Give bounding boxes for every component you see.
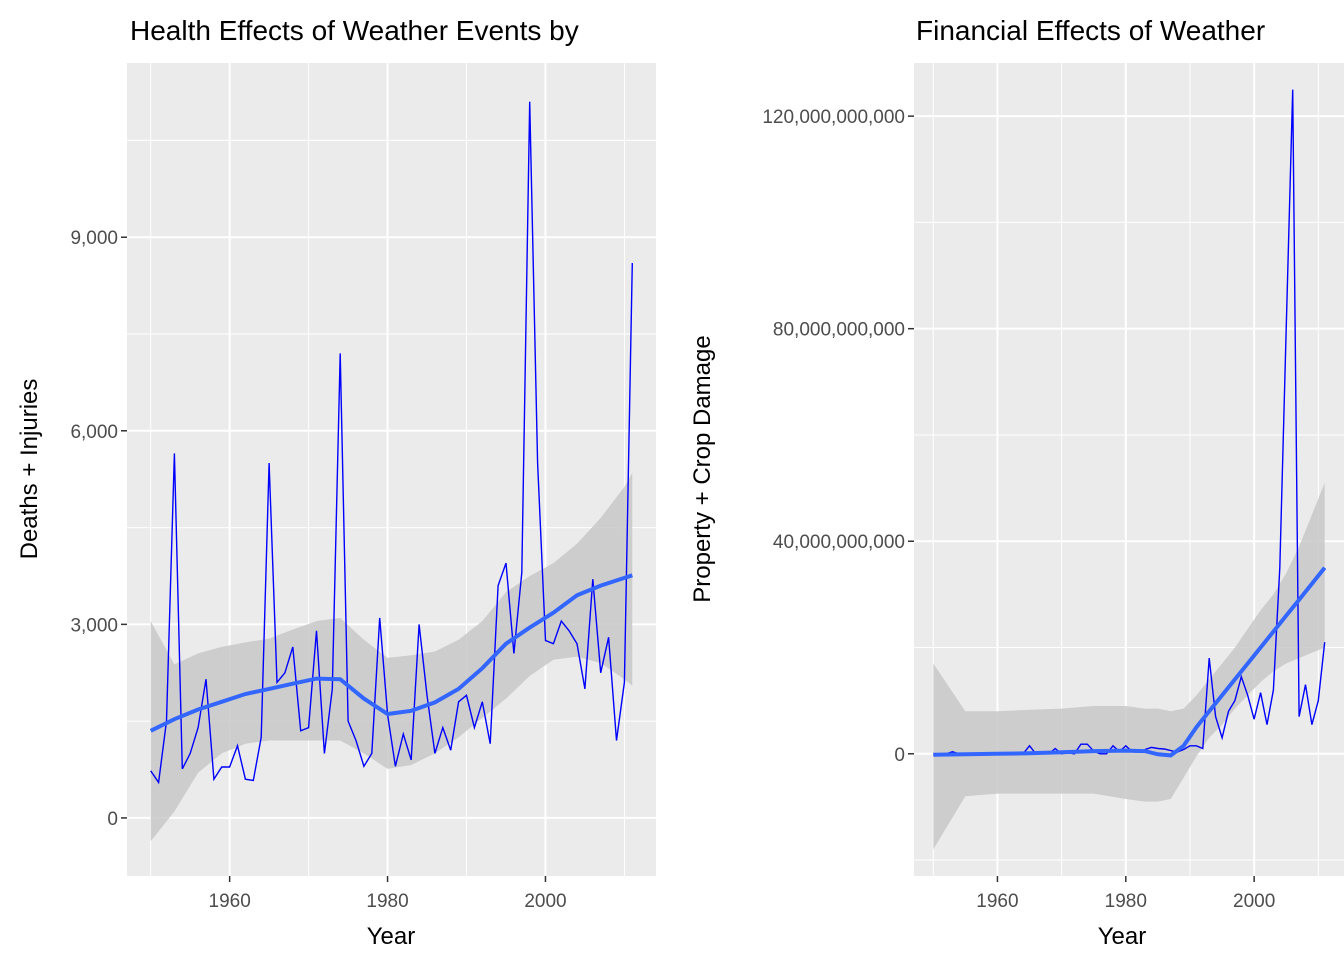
financial-x-axis-label: Year [1098, 923, 1147, 950]
financial-gridlines [914, 63, 1344, 876]
panel-gap [672, 0, 692, 60]
health-chart-title: Health Effects of Weather Events by [130, 15, 579, 46]
x-tick-label: 1960 [976, 891, 1018, 912]
financial-chart-title: Financial Effects of Weather [916, 15, 1265, 46]
health-x-axis-label: Year [367, 923, 416, 950]
y-tick-label: 0 [107, 809, 118, 830]
financial-confidence-band [933, 482, 1325, 850]
y-tick-label: 40,000,000,000 [773, 532, 905, 553]
health-series-line [150, 101, 633, 785]
health-confidence-band [150, 472, 633, 842]
health-chart: 1960 1980 2000 0 3,000 6,000 9,000 Health Effe… [16, 15, 656, 950]
x-tick-label: 1980 [366, 891, 408, 912]
x-tick-label: 1960 [209, 891, 251, 912]
y-tick-label: 3,000 [70, 615, 118, 636]
y-tick-label: 6,000 [70, 422, 118, 443]
y-tick-label: 0 [894, 745, 905, 766]
health-y-axis-label: Deaths + Injuries [16, 379, 43, 560]
health-axis-ticks: 1960 1980 2000 0 3,000 6,000 9,000 [70, 228, 566, 912]
y-tick-label: 120,000,000,000 [762, 107, 905, 128]
x-tick-label: 2000 [524, 891, 566, 912]
financial-smooth-line [933, 566, 1327, 758]
health-smooth-line [149, 573, 633, 733]
financial-y-axis-label: Property + Crop Damage [689, 335, 716, 602]
financial-axis-ticks: 1960 1980 2000 0 40,000,000,000 80,000,000,00… [762, 107, 1275, 912]
y-tick-label: 9,000 [70, 228, 118, 249]
x-tick-label: 1980 [1105, 891, 1147, 912]
financial-chart: 1960 1980 2000 0 40,000,000,000 80,000,000,00… [689, 15, 1344, 950]
x-tick-label: 2000 [1233, 891, 1275, 912]
y-tick-label: 80,000,000,000 [773, 320, 905, 341]
